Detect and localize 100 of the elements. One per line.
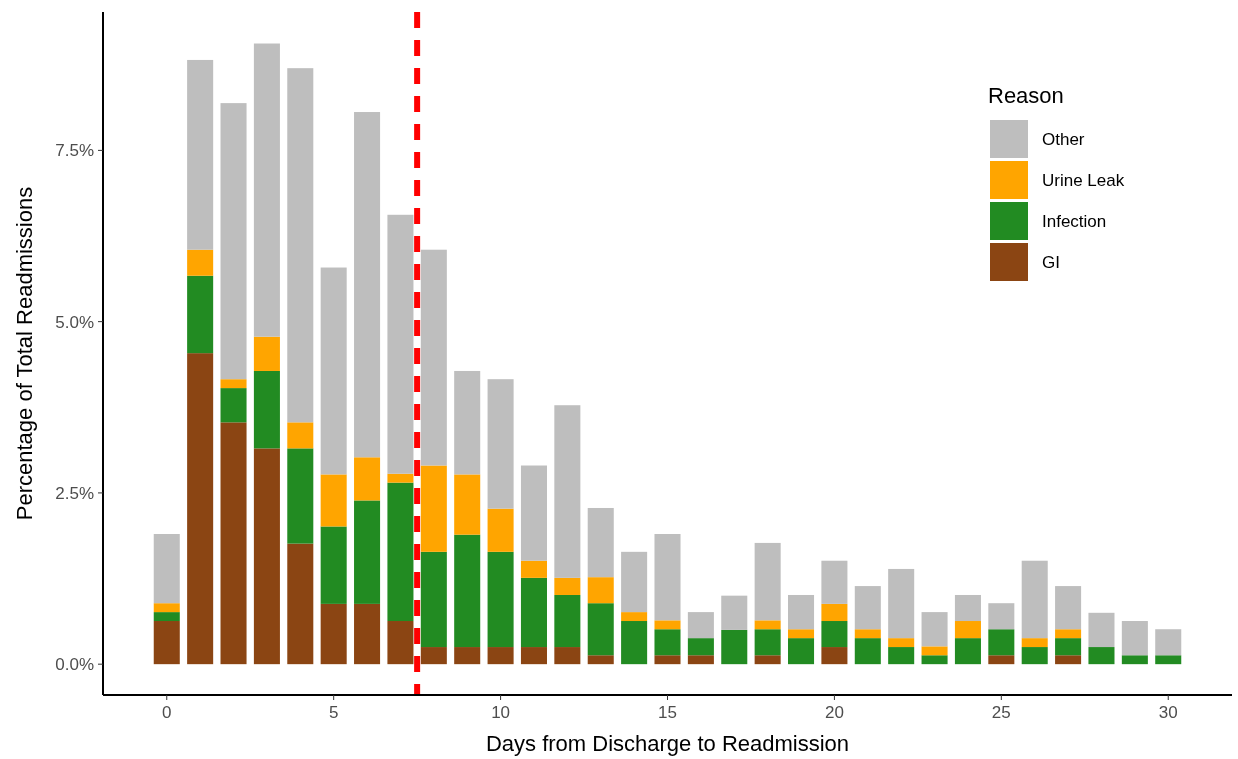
y-tick-label: 5.0% [55, 312, 94, 332]
bar [320, 474, 347, 527]
bar [1088, 612, 1115, 648]
bar [454, 647, 481, 665]
bar [754, 629, 781, 656]
bar [153, 612, 180, 622]
bar [287, 448, 314, 544]
bar [954, 594, 981, 622]
bar [1121, 621, 1148, 656]
bar [153, 621, 180, 665]
bar [420, 249, 447, 466]
bar [1121, 655, 1148, 665]
bar [320, 526, 347, 604]
y-tick-label: 2.5% [55, 483, 94, 503]
bar [854, 629, 881, 639]
bar [354, 112, 381, 458]
bar [554, 594, 581, 648]
x-axis-title: Days from Discharge to Readmission [485, 731, 850, 756]
bar [1021, 638, 1048, 648]
bar [320, 603, 347, 665]
bar [387, 482, 414, 622]
bar [587, 603, 614, 656]
bar [420, 551, 447, 648]
bar [554, 577, 581, 595]
bar [454, 474, 481, 535]
bar [187, 249, 214, 276]
bar [988, 655, 1015, 665]
bar [253, 448, 280, 665]
y-tick-label: 0.0% [55, 655, 94, 675]
bar [954, 638, 981, 665]
bar [754, 655, 781, 665]
bar [454, 534, 481, 648]
bar [687, 612, 714, 639]
bar [487, 508, 514, 552]
bar [187, 353, 214, 665]
bar [1155, 629, 1182, 656]
bar [921, 655, 948, 665]
x-tick-label: 15 [658, 703, 677, 722]
bar [654, 620, 681, 630]
bar [220, 379, 247, 389]
bar [687, 655, 714, 665]
x-tick-label: 5 [328, 703, 339, 722]
bar [287, 422, 314, 449]
x-tick-label: 20 [824, 703, 844, 722]
bar [253, 43, 280, 337]
bar [854, 586, 881, 630]
bar [487, 647, 514, 665]
bar [721, 629, 748, 665]
bar [1155, 655, 1182, 665]
bar [587, 655, 614, 665]
bar [587, 577, 614, 604]
bar [821, 603, 848, 622]
x-tick-label: 10 [491, 703, 511, 722]
bar [487, 551, 514, 648]
bar [520, 465, 547, 561]
bar [520, 560, 547, 578]
bar [354, 457, 381, 501]
bar [387, 473, 414, 483]
x-tick-label: 25 [991, 703, 1011, 722]
bar [487, 379, 514, 509]
bar [788, 638, 815, 665]
bar [554, 405, 581, 578]
bar [821, 621, 848, 648]
legend-label: Other [1042, 129, 1085, 149]
bar [287, 543, 314, 665]
bar [554, 647, 581, 665]
bar [420, 465, 447, 552]
bar [621, 612, 648, 622]
bar [721, 595, 748, 630]
bar [387, 621, 414, 665]
legend-title: Reason [988, 83, 1064, 108]
bar [1055, 655, 1082, 665]
bar [954, 621, 981, 639]
bar [687, 638, 714, 656]
bar [754, 542, 781, 621]
bar [354, 603, 381, 665]
bar [1055, 586, 1082, 630]
bar [888, 568, 915, 639]
bar [1055, 638, 1082, 656]
x-tick-label: 0 [162, 703, 172, 722]
bar [921, 646, 948, 656]
bar [1055, 629, 1082, 639]
bar [654, 629, 681, 656]
legend-label: Urine Leak [1042, 170, 1125, 190]
bar [220, 388, 247, 423]
bar [153, 534, 180, 604]
bar [621, 551, 648, 613]
bar [220, 422, 247, 665]
bar [888, 638, 915, 648]
bar [788, 629, 815, 639]
bar [253, 370, 280, 449]
bar [1021, 560, 1048, 639]
bar [821, 560, 848, 604]
bar [153, 603, 180, 613]
bar [354, 500, 381, 604]
bar [754, 620, 781, 630]
bar [454, 370, 481, 475]
bar [621, 621, 648, 665]
y-axis-title: Percentage of Total Readmissions [12, 186, 37, 521]
bar [654, 534, 681, 621]
